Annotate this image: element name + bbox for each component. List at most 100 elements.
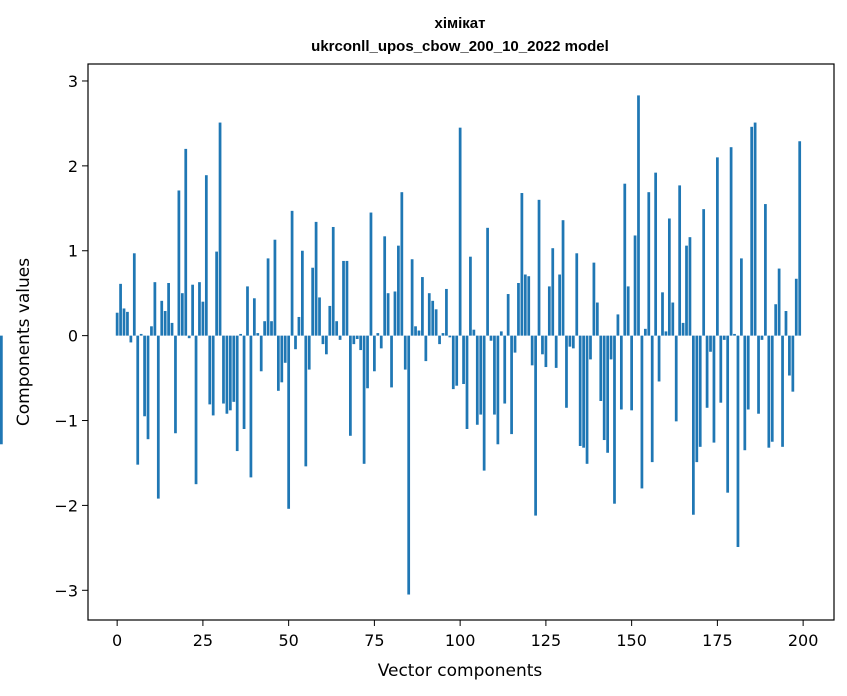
bar-126 (547, 286, 551, 336)
bar-23 (194, 335, 198, 485)
x-tick-label: 200 (788, 631, 819, 650)
bar-39 (249, 335, 253, 478)
bar-196 (788, 335, 791, 376)
bar-20 (184, 148, 188, 336)
bar-9 (146, 335, 150, 440)
bar-121 (530, 335, 534, 366)
bar-45 (270, 321, 273, 336)
bar-13 (160, 300, 164, 336)
bar-4 (129, 335, 133, 343)
y-axis-ticks: −3 −2 −1 0 1 2 3 (54, 72, 88, 600)
bar-95 (441, 333, 445, 336)
bar-92 (431, 300, 435, 336)
bar-58 (314, 221, 318, 336)
bar-125 (544, 335, 548, 368)
bar-136 (582, 335, 585, 448)
bar-75 (373, 335, 376, 372)
bar-88 (417, 330, 421, 336)
plot-area-frame (87, 63, 835, 621)
bar-128 (554, 335, 558, 368)
bar-181 (736, 335, 740, 547)
bar-116 (513, 335, 517, 353)
bar-192 (774, 304, 778, 336)
bar-59 (318, 297, 321, 336)
bar-97 (448, 335, 452, 338)
bar-15 (167, 283, 170, 336)
bar-85 (407, 335, 411, 595)
bar-33 (228, 335, 232, 411)
bar-8 (143, 335, 146, 417)
bar-167 (688, 237, 692, 336)
bar-38 (246, 286, 249, 336)
bar-197 (791, 335, 795, 392)
x-tick-label: 175 (702, 631, 733, 650)
bar-49 (283, 335, 287, 363)
bar-177 (722, 335, 726, 340)
bar-178 (726, 335, 730, 493)
bar-107 (482, 335, 486, 471)
bar-151 (633, 235, 637, 336)
bar-161 (667, 218, 671, 336)
bar-76 (376, 333, 380, 336)
bar-144 (609, 335, 613, 360)
bar-108 (486, 227, 489, 336)
chart-title-line-1: хімікат (435, 15, 486, 32)
bar-114 (506, 294, 510, 336)
bar-80 (390, 335, 393, 388)
bar-100 (458, 127, 462, 336)
bar-169 (695, 335, 699, 463)
bar-159 (661, 292, 664, 336)
bar-113 (503, 335, 507, 404)
bar-140 (595, 302, 599, 336)
bar-7 (139, 333, 143, 336)
bar-153 (640, 335, 644, 489)
bar-84 (403, 335, 407, 370)
bar-42 (259, 335, 263, 372)
bar-61 (325, 335, 328, 355)
bar-124 (541, 335, 544, 355)
bar-19 (180, 293, 184, 336)
bar-6 (136, 335, 140, 465)
bar-30 (218, 122, 222, 336)
bar-129 (558, 274, 561, 336)
x-tick-label: 150 (616, 631, 647, 650)
bar-71 (359, 335, 363, 351)
bar-56 (307, 335, 311, 370)
bar-26 (204, 175, 208, 336)
bar-188 (760, 335, 764, 340)
bar-86 (410, 259, 414, 336)
bar-180 (733, 333, 736, 336)
bar-53 (297, 316, 301, 336)
bar-171 (702, 209, 706, 336)
bars-group (0, 95, 802, 595)
bar-172 (705, 335, 709, 408)
bar-162 (671, 302, 675, 336)
bar-36 (239, 333, 242, 336)
bar-35 (235, 335, 239, 452)
x-tick-label: 125 (531, 631, 562, 650)
bar-117 (517, 283, 520, 336)
bar-146 (616, 314, 620, 336)
bar-69 (352, 335, 356, 345)
bar-156 (650, 335, 654, 463)
bar-183 (743, 335, 747, 451)
bar-193 (777, 268, 781, 336)
bar-135 (578, 335, 582, 446)
bar-67 (345, 260, 349, 336)
x-axis-ticks: 0 25 50 75 100 125 150 175 200 (112, 620, 818, 650)
bar-10 (150, 326, 153, 336)
bar-119 (523, 274, 527, 336)
bar-40 (252, 298, 256, 336)
bar-184 (746, 335, 750, 410)
bar-134 (575, 253, 579, 336)
bar-99 (455, 335, 459, 386)
bar-83 (400, 192, 404, 336)
bar-122 (534, 335, 537, 516)
bar-123 (537, 199, 541, 336)
bar-50 (287, 335, 291, 509)
bar-168 (692, 335, 695, 515)
y-tick-label: 1 (68, 242, 78, 261)
y-tick-label: −1 (54, 412, 78, 431)
bar-28 (211, 335, 215, 416)
